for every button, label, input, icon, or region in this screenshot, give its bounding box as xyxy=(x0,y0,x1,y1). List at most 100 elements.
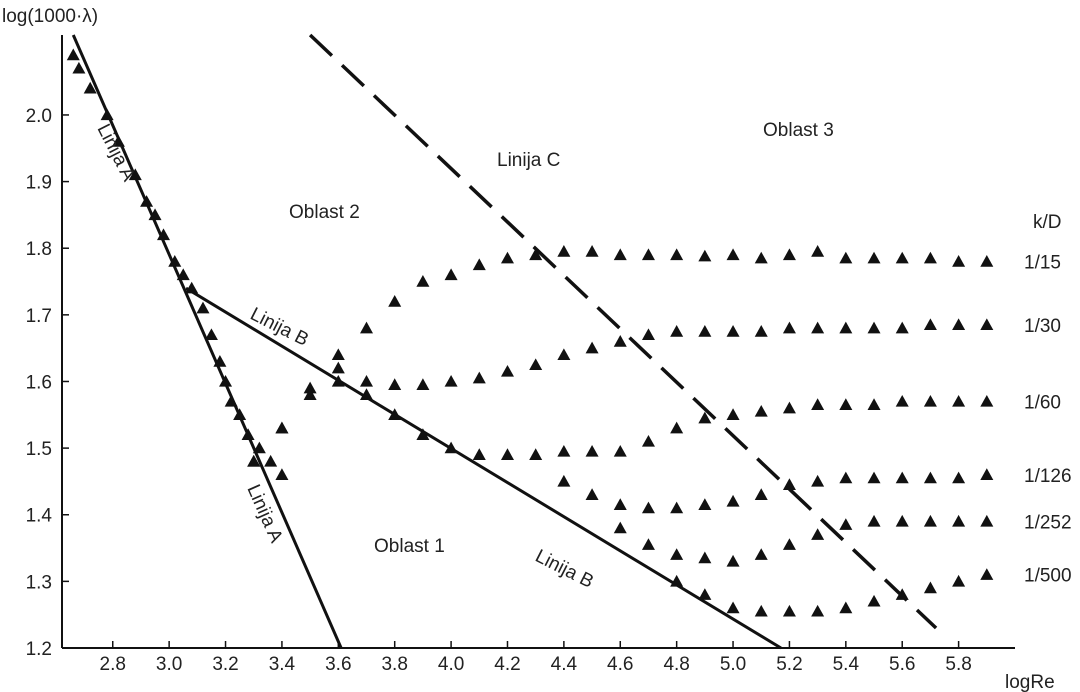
y-tick-label: 1.6 xyxy=(26,372,52,393)
point-1-60 xyxy=(641,434,655,447)
series-label-1-500: 1/500 xyxy=(1024,566,1072,587)
laminar-point xyxy=(224,394,238,407)
point-1-126 xyxy=(754,488,768,500)
point-1-60 xyxy=(416,428,430,440)
point-1-15 xyxy=(670,248,684,261)
point-1-126 xyxy=(613,498,627,510)
point-1-126 xyxy=(782,478,796,490)
x-tick-label: 3.8 xyxy=(381,654,407,675)
point-1-15 xyxy=(416,275,430,287)
point-1-30 xyxy=(952,318,966,331)
point-1-30 xyxy=(247,454,261,467)
x-tick-label: 4.6 xyxy=(607,654,633,675)
point-1-252 xyxy=(670,548,684,560)
point-1-30 xyxy=(754,325,768,337)
laminar-point xyxy=(233,408,247,420)
laminar-point xyxy=(213,354,227,367)
point-1-252 xyxy=(839,518,853,530)
laminar-point xyxy=(148,208,162,221)
point-1-60 xyxy=(895,394,909,407)
x-tick-label: 5.0 xyxy=(720,654,746,675)
point-1-30 xyxy=(585,341,599,354)
point-1-30 xyxy=(557,348,571,361)
data-points xyxy=(66,48,994,617)
laminar-point xyxy=(66,48,80,61)
point-1-15 xyxy=(303,381,317,394)
point-1-60 xyxy=(726,408,740,420)
laminar-point xyxy=(204,328,218,341)
y-tick-label: 1.4 xyxy=(26,506,53,527)
linija-c-line xyxy=(308,33,938,630)
point-1-30 xyxy=(444,374,458,387)
point-1-126 xyxy=(839,471,853,484)
laminar-point xyxy=(100,108,114,121)
point-1-252 xyxy=(923,514,937,527)
x-tick-label: 3.6 xyxy=(325,654,351,675)
point-1-500 xyxy=(726,601,740,614)
point-1-30 xyxy=(388,378,402,391)
laminar-point xyxy=(83,81,97,94)
y-tick-label: 1.2 xyxy=(26,639,52,660)
laminar-point xyxy=(176,268,190,281)
point-1-60 xyxy=(923,394,937,407)
point-1-15 xyxy=(867,251,881,264)
point-1-15 xyxy=(388,295,402,307)
point-1-500 xyxy=(895,588,909,600)
point-1-60 xyxy=(500,448,514,460)
point-1-15 xyxy=(952,255,966,267)
oblast-3-label: Oblast 3 xyxy=(763,120,834,141)
x-tick-label: 4.8 xyxy=(663,654,689,675)
point-1-500 xyxy=(923,581,937,594)
point-1-15 xyxy=(782,248,796,261)
point-1-126 xyxy=(641,501,655,514)
point-1-60 xyxy=(360,388,374,401)
point-1-126 xyxy=(557,474,571,487)
laminar-point xyxy=(128,168,142,181)
oblast-2-label: Oblast 2 xyxy=(289,202,360,223)
linija-b-line xyxy=(185,286,782,650)
point-1-252 xyxy=(613,521,627,534)
point-1-126 xyxy=(670,501,684,514)
x-tick-label: 3.2 xyxy=(212,654,238,675)
point-1-60 xyxy=(811,398,825,410)
point-1-252 xyxy=(782,538,796,550)
x-ticks: 2.8 3.0 3.2 3.4 3.6 3.8 4.0 4.2 4.4 4.6 4.8 5.0 5.2 5… xyxy=(100,641,972,675)
point-1-60 xyxy=(782,401,796,414)
point-1-15 xyxy=(698,249,712,262)
point-1-126 xyxy=(895,471,909,484)
point-1-60 xyxy=(388,408,402,420)
x-tick-label: 5.8 xyxy=(945,654,971,675)
laminar-point xyxy=(157,228,171,241)
point-1-15 xyxy=(360,321,374,334)
series-label-1-15: 1/15 xyxy=(1024,253,1061,274)
point-1-60 xyxy=(980,394,994,407)
point-1-252 xyxy=(980,514,994,527)
y-tick-label: 1.5 xyxy=(26,439,52,460)
y-tick-label: 1.9 xyxy=(26,173,52,194)
point-1-60 xyxy=(613,444,627,457)
point-1-252 xyxy=(867,514,881,527)
point-1-30 xyxy=(980,318,994,331)
point-1-252 xyxy=(698,551,712,564)
point-1-60 xyxy=(754,404,768,417)
point-1-15 xyxy=(500,251,514,264)
point-1-126 xyxy=(726,494,740,507)
point-1-30 xyxy=(895,321,909,334)
point-1-252 xyxy=(754,548,768,560)
point-1-15 xyxy=(754,251,768,264)
point-1-252 xyxy=(641,538,655,550)
point-1-60 xyxy=(585,444,599,457)
point-1-15 xyxy=(923,251,937,264)
x-tick-label: 4.0 xyxy=(438,654,464,675)
point-1-30 xyxy=(839,321,853,334)
x-tick-label: 3.0 xyxy=(156,654,182,675)
point-1-30 xyxy=(613,335,627,347)
y-tick-label: 2.0 xyxy=(26,106,52,127)
laminar-point xyxy=(111,135,125,147)
point-1-30 xyxy=(670,325,684,337)
point-1-252 xyxy=(952,514,966,527)
point-1-60 xyxy=(698,411,712,424)
x-tick-label: 4.2 xyxy=(494,654,520,675)
x-tick-label: 4.4 xyxy=(551,654,578,675)
y-axis-label: log(1000·λ) xyxy=(2,6,98,27)
